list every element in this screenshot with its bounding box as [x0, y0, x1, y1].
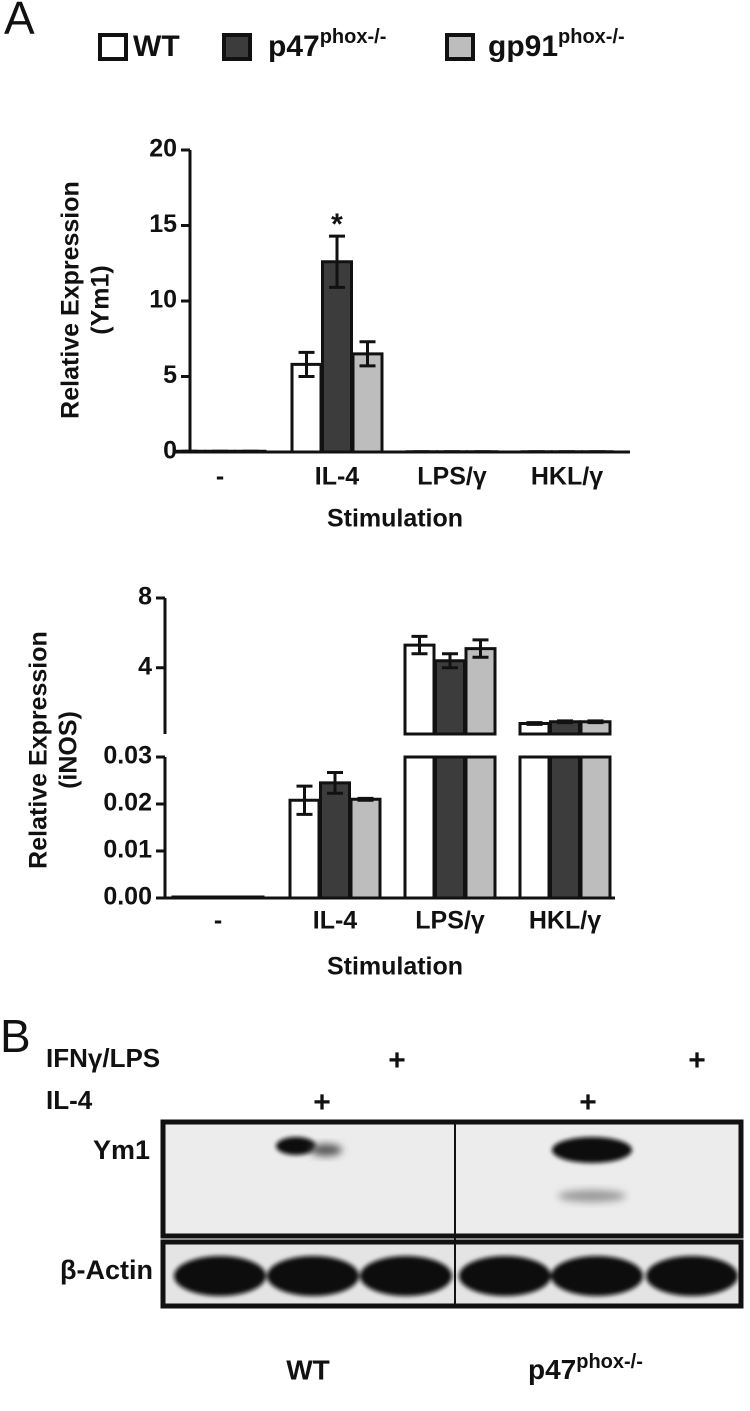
y-tick-label: 0: [163, 437, 177, 465]
y-tick-label: 5: [163, 361, 177, 389]
treatment-sign: +: [313, 1086, 331, 1119]
panel-label: A: [4, 0, 35, 44]
x-tick-label: LPS/γ: [415, 907, 485, 935]
error-bar: [557, 719, 573, 725]
legend: WT p47phox-/- gp91phox-/-: [98, 26, 625, 63]
error-bar: [298, 350, 315, 378]
y-axis-label: Relative Expression: [25, 631, 53, 869]
x-tick-label: -: [216, 463, 224, 491]
y-tick-label: 10: [149, 286, 177, 314]
bar: [349, 797, 382, 900]
band: [310, 1144, 342, 1156]
legend-name: gp91: [488, 30, 558, 63]
x-tick-label: -: [214, 907, 222, 935]
error-bar: [359, 340, 376, 368]
treatment-label: IFNγ/LPS: [46, 1043, 160, 1073]
bar: [464, 647, 497, 900]
chart: 0 5 10 15 20 Relative Expression (Ym1) Stimulat…: [57, 135, 630, 533]
legend-label: WT: [133, 30, 180, 63]
treatment-label: IL-4: [46, 1085, 93, 1115]
error-bar: [526, 721, 543, 726]
actin-bands: [174, 1256, 738, 1296]
treatment-sign: +: [688, 1044, 706, 1077]
bar: [321, 260, 353, 454]
y-tick-label: 0.03: [103, 742, 152, 770]
y-tick-label: 20: [149, 135, 177, 163]
panel-label: B: [0, 1010, 31, 1062]
treatment-sign: +: [579, 1086, 597, 1119]
bar: [434, 659, 466, 900]
x-tick-label: LPS/γ: [417, 463, 487, 491]
row-label: β-Actin: [60, 1255, 153, 1285]
legend-name: WT: [133, 30, 180, 63]
y-tick-label: 15: [149, 210, 177, 238]
bar: [351, 352, 384, 454]
blot-panel: [160, 1119, 744, 1239]
error-bar: [442, 652, 458, 670]
y-axis-label: (iNOS): [55, 711, 83, 789]
band: [552, 1137, 632, 1163]
legend-swatch: [222, 33, 252, 61]
blot: B IFNγ/LPS + + IL-4 + + Ym1 β-Actin WT p…: [0, 1010, 744, 1385]
error-bar: [357, 796, 374, 802]
legend-superscript: phox-/-: [558, 26, 625, 48]
error-bar: [327, 771, 343, 795]
group-label: WT: [286, 1354, 330, 1385]
bar: [403, 643, 436, 900]
y-tick-label: 0.02: [103, 789, 152, 817]
y-tick-label: 4: [138, 652, 152, 680]
bar: [518, 722, 551, 900]
bar: [319, 781, 351, 900]
bar: [579, 720, 612, 900]
legend-name: p47: [268, 30, 320, 63]
y-axis-label: (Ym1): [87, 265, 115, 334]
error-bar: [472, 638, 489, 659]
group-label-main: p47: [528, 1354, 576, 1385]
chart: 0.00 0.01 0.02 0.03 4 8 Relative Expression (iN…: [25, 583, 615, 981]
y-tick-label: 0.00: [103, 883, 152, 911]
legend-swatch: [445, 33, 475, 61]
legend-superscript: phox-/-: [320, 26, 387, 48]
group-label-superscript: phox-/-: [576, 1351, 643, 1373]
row-label: Ym1: [93, 1135, 150, 1165]
treatment-sign: +: [388, 1044, 406, 1077]
x-axis-label: Stimulation: [327, 953, 463, 981]
x-axis-label: Stimulation: [327, 505, 463, 533]
x-tick-label: IL-4: [313, 907, 358, 935]
error-bar: [329, 234, 345, 289]
x-tick-label: HKL/γ: [529, 907, 601, 935]
error-bar: [587, 719, 604, 725]
x-tick-label: HKL/γ: [531, 463, 603, 491]
legend-swatch: [98, 33, 128, 61]
bar: [549, 720, 581, 900]
annotation: *: [331, 208, 343, 241]
error-bar: [411, 634, 428, 656]
group-label: p47phox-/-: [528, 1351, 643, 1385]
legend-label: gp91phox-/-: [488, 26, 625, 63]
band: [558, 1190, 626, 1202]
error-bar: [296, 784, 313, 816]
y-tick-label: 8: [138, 583, 152, 611]
y-axis-label: Relative Expression: [57, 181, 85, 419]
band: [276, 1137, 316, 1155]
y-tick-label: 0.01: [103, 836, 152, 864]
legend-label: p47phox-/-: [268, 26, 386, 63]
x-tick-label: IL-4: [315, 463, 360, 491]
